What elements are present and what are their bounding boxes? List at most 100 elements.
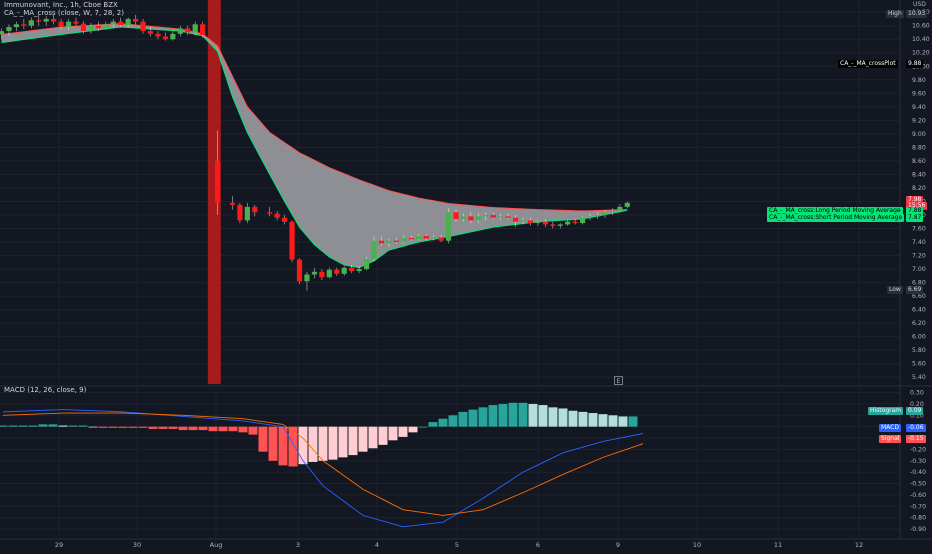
price-tick-label: 10.20 [912, 50, 930, 57]
event-icon[interactable]: E [614, 376, 623, 385]
candle-down [73, 21, 79, 24]
macd-histogram-bar [268, 426, 278, 461]
symbol-legend[interactable]: Immunovant, Inc., 1h, Cboe BZX [4, 1, 118, 9]
macd-histogram-bar [158, 426, 168, 429]
macd-histogram-bar [138, 426, 148, 428]
macd-histogram-bar [338, 426, 348, 458]
low-label: Low [887, 286, 903, 294]
macd-histogram-bar [28, 425, 38, 427]
candle-down [542, 221, 548, 225]
candle-down [214, 160, 221, 203]
event-highlight-bar [207, 0, 221, 384]
price-tick-label: 10.60 [912, 23, 930, 30]
macd-tick-label: -0.30 [910, 458, 926, 465]
macd-tick-label: -0.50 [910, 481, 926, 488]
macd-histogram-bar [438, 418, 448, 427]
candle-down [378, 240, 385, 244]
time-tick-label: 10 [693, 541, 701, 549]
macd-histogram-bar [198, 426, 208, 431]
candle-up [311, 271, 317, 275]
candle-up [557, 224, 563, 226]
macd-histogram-bar [328, 426, 338, 460]
macd-histogram-bar [518, 402, 528, 427]
macd-title: MACD (12, 26, close, 9) [4, 386, 87, 394]
macd-histogram-bar [188, 426, 198, 431]
price-tick-label: 6.60 [912, 293, 926, 300]
candle-up [125, 18, 131, 26]
macd-histogram-bar [538, 405, 548, 427]
signal-line [2, 412, 644, 516]
macd-histogram-bar [308, 426, 318, 462]
candle-up [177, 28, 183, 34]
macd-histogram-bar [318, 426, 328, 461]
candle-up [356, 269, 362, 272]
candle-up [28, 20, 34, 26]
macd-histogram-bar [108, 426, 118, 428]
candle-down [237, 204, 243, 221]
time-tick-label: Aug [210, 541, 223, 549]
candle-up [609, 210, 615, 213]
candle-down [133, 18, 139, 22]
macd-histogram-bar [288, 426, 298, 467]
macd-histogram-bar [588, 413, 598, 427]
low-value: 6.69 [906, 286, 924, 294]
candle-down [274, 213, 280, 218]
candle-down [51, 18, 57, 22]
candle-up [110, 21, 116, 25]
long-ma-value: 7.88 [906, 207, 924, 215]
candle-down [200, 24, 206, 36]
time-tick-label: 6 [536, 541, 540, 549]
time-tick-label: 29 [55, 541, 63, 549]
macd-histogram-bar [398, 426, 408, 437]
candle-up [363, 258, 370, 270]
price-tick-label: 8.40 [912, 171, 926, 178]
candle-up [580, 217, 586, 224]
candle-down [423, 235, 429, 239]
macd-histogram-bar [58, 425, 68, 427]
indicator-legend[interactable]: CA_-_MA_cross (close, W, 7, 28, 2) [4, 9, 124, 17]
candle-up [602, 212, 608, 215]
macd-histogram-bar [218, 426, 228, 432]
price-tick-label: 7.40 [912, 239, 926, 246]
indicator-title: CA_-_MA_cross (close, W, 7, 28, 2) [4, 9, 124, 17]
macd-histogram-bar [258, 426, 268, 452]
time-tick-label: 9 [616, 541, 620, 549]
candle-down [319, 271, 325, 278]
price-tick-label: 7.60 [912, 226, 926, 233]
macd-histogram-bar [568, 410, 578, 427]
price-tick-label: 7.20 [912, 253, 926, 260]
macd-histogram-bar [278, 426, 288, 466]
histogram-label: Histogram [868, 407, 904, 415]
price-tick-label: 8.20 [912, 185, 926, 192]
price-tick-label: 6.00 [912, 334, 926, 341]
macd-histogram-bar [228, 426, 238, 432]
short-ma-label: CA_-_MA_cross:Short Period Moving Averag… [767, 214, 905, 222]
candle-up [65, 21, 72, 28]
macd-histogram-bar [348, 426, 358, 456]
price-tick-label: 8.60 [912, 158, 926, 165]
macd-histogram-bar [508, 402, 518, 427]
histogram-value: 0.09 [906, 407, 924, 415]
macd-tick-label: 0.30 [910, 390, 924, 397]
symbol-title: Immunovant, Inc., 1h, Cboe BZX [4, 1, 118, 9]
candle-up [6, 27, 12, 32]
candle-down [438, 237, 444, 241]
candle-down [296, 259, 303, 282]
candle-up [431, 237, 437, 239]
price-tick-label: 9.00 [912, 131, 926, 138]
candle-down [185, 28, 191, 33]
macd-histogram-bar [78, 425, 88, 427]
macd-histogram-bar [48, 424, 58, 427]
macd-legend[interactable]: MACD (12, 26, close, 9) [4, 386, 86, 394]
macd-histogram-bar [0, 425, 8, 427]
time-tick-label: 3 [296, 541, 300, 549]
macd-histogram-bar [168, 426, 178, 429]
macd-tick-label: -0.90 [910, 526, 926, 533]
candle-down [252, 206, 258, 213]
candle-up [483, 214, 489, 217]
macd-histogram-bar [558, 408, 568, 427]
candle-down [229, 202, 236, 205]
candle-down [162, 36, 168, 40]
